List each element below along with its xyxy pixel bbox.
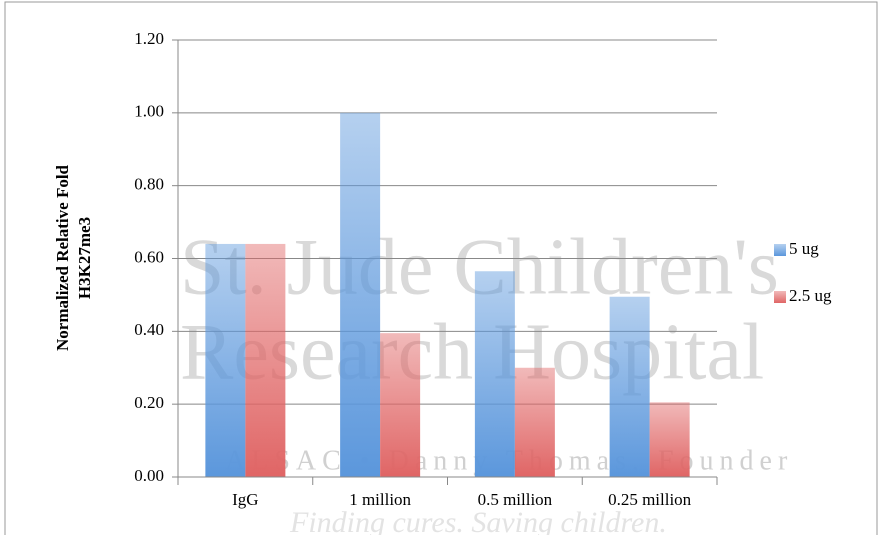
legend-swatch — [774, 244, 786, 256]
x-tick-label: IgG — [232, 490, 258, 509]
y-tick-label: 0.80 — [134, 175, 164, 194]
bar — [609, 296, 650, 477]
y-tick-label: 0.20 — [134, 393, 164, 412]
y-tick-label: 0.00 — [134, 466, 164, 485]
x-tick-label: 0.5 million — [478, 490, 553, 509]
y-tick-label: 0.60 — [134, 247, 164, 266]
y-axis-title-line: Normalized Relative Fold — [53, 164, 72, 351]
chart-frame — [4, 1, 878, 535]
bar — [380, 333, 421, 477]
bar — [205, 243, 246, 477]
bar — [649, 402, 690, 477]
y-tick-label: 1.20 — [134, 29, 164, 48]
bar — [340, 112, 381, 477]
bar — [514, 367, 555, 477]
legend-label: 2.5 ug — [789, 286, 832, 305]
watermark: Finding cures. Saving children. — [289, 506, 667, 535]
y-axis-title: Normalized Relative Fold H3K27me3 — [53, 164, 94, 351]
bar — [245, 243, 286, 477]
y-axis-title-line: H3K27me3 — [75, 217, 94, 299]
bar — [474, 271, 515, 477]
y-tick-label: 0.40 — [134, 320, 164, 339]
x-tick-label: 0.25 million — [608, 490, 692, 509]
x-tick-label: 1 million — [349, 490, 411, 509]
y-tick-label: 1.00 — [134, 102, 164, 121]
legend-label: 5 ug — [789, 239, 819, 258]
legend-swatch — [774, 291, 786, 303]
